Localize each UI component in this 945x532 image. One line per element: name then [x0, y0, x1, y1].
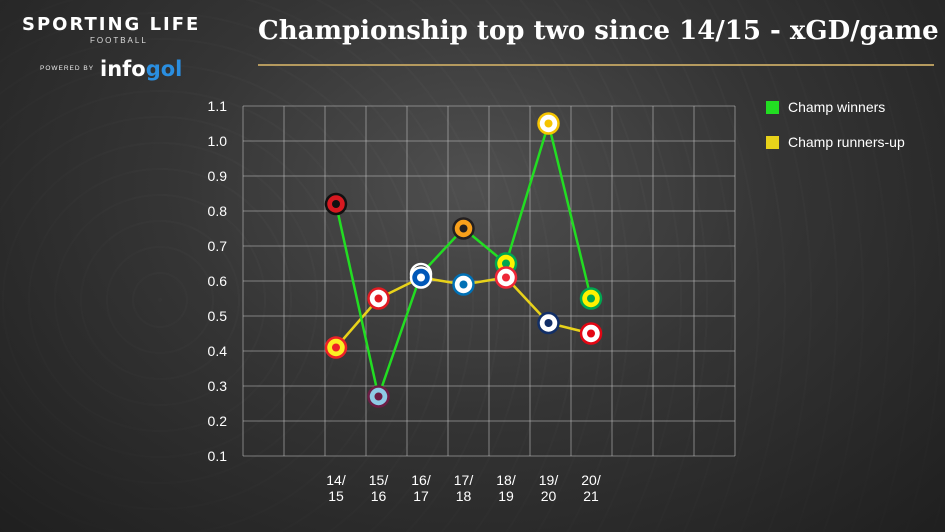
- bournemouth-badge-icon: [324, 192, 348, 216]
- title-divider: [258, 64, 934, 66]
- brighton-badge-icon: [409, 266, 433, 289]
- chart-legend: Champ winners Champ runners-up: [766, 97, 905, 167]
- leeds-badge-icon: [537, 112, 560, 135]
- watford-badge-icon: [324, 336, 348, 359]
- x-tick-label: 20/21: [581, 472, 601, 504]
- west-brom-badge-icon: [537, 311, 560, 335]
- powered-by-logo: POWERED BY infogol: [40, 57, 220, 87]
- y-tick-label: 0.1: [208, 448, 228, 464]
- legend-swatch-runners-up: [766, 135, 779, 149]
- y-tick-label: 0.9: [208, 168, 228, 184]
- y-tick-label: 0.8: [208, 203, 228, 219]
- y-tick-label: 0.3: [208, 378, 228, 394]
- y-tick-label: 0.5: [208, 308, 228, 324]
- brand-name: SPORTING LIFE: [22, 14, 201, 35]
- badge-emblem: [544, 119, 553, 128]
- badge-emblem: [374, 294, 383, 303]
- badge-emblem: [417, 273, 425, 282]
- burnley-badge-icon: [367, 385, 390, 408]
- badge-emblem: [502, 259, 510, 268]
- x-tick-label: 19/20: [539, 472, 559, 504]
- powered-by-label: POWERED BY: [40, 65, 95, 72]
- infogol-logo-part-b: gol: [145, 57, 183, 81]
- badge-emblem: [502, 273, 510, 282]
- y-tick-label: 1.1: [208, 98, 228, 114]
- sheffield-united-badge-icon: [494, 266, 518, 289]
- y-tick-label: 0.7: [208, 238, 228, 254]
- y-tick-label: 0.6: [208, 273, 228, 289]
- infogol-logo-part-a: info: [100, 57, 146, 81]
- badge-emblem: [332, 343, 340, 352]
- series-line-winners: [334, 122, 593, 398]
- badge-emblem: [544, 319, 553, 327]
- x-tick-label: 15/16: [369, 472, 389, 504]
- legend-label-winners: Champ winners: [788, 99, 886, 115]
- legend-item-winners: Champ winners: [766, 97, 905, 117]
- infogol-logo: infogol: [100, 57, 182, 81]
- y-tick-label: 1.0: [208, 133, 228, 149]
- x-tick-label: 18/19: [496, 472, 516, 504]
- legend-item-runners-up: Champ runners-up: [766, 132, 905, 152]
- legend-label-runners-up: Champ runners-up: [788, 134, 905, 150]
- y-tick-label: 0.4: [208, 343, 228, 359]
- wolves-badge-icon: [452, 217, 475, 240]
- norwich-badge-icon: [579, 287, 603, 310]
- middlesbrough-badge-icon: [367, 287, 390, 310]
- badge-emblem: [587, 294, 595, 303]
- y-tick-label: 0.2: [208, 413, 228, 429]
- badge-emblem: [459, 280, 468, 289]
- brentford-badge-icon: [579, 322, 603, 345]
- chart-title: Championship top two since 14/15 - xGD/g…: [258, 16, 939, 46]
- badge-emblem: [459, 224, 468, 233]
- x-tick-label: 16/17: [411, 472, 431, 504]
- x-tick-label: 17/18: [454, 472, 474, 504]
- badge-emblem: [374, 392, 383, 401]
- legend-swatch-winners: [766, 100, 779, 114]
- badge-emblem: [587, 329, 595, 338]
- cardiff-badge-icon: [452, 273, 475, 296]
- brand-subtitle: FOOTBALL: [90, 36, 148, 45]
- badge-emblem: [332, 200, 340, 208]
- x-tick-label: 14/15: [326, 472, 346, 504]
- sporting-life-logo: SPORTING LIFE FOOTBALL: [22, 14, 232, 45]
